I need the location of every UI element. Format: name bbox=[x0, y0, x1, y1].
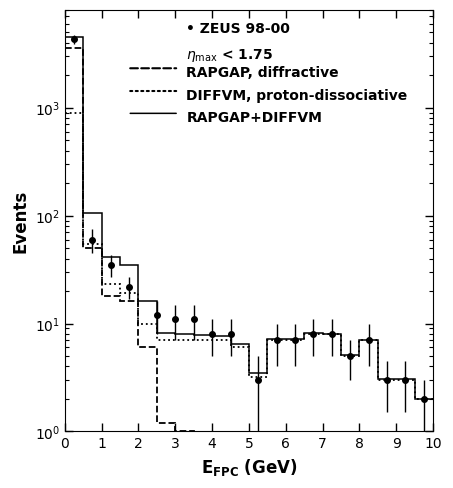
Text: RAPGAP+DIFFVM: RAPGAP+DIFFVM bbox=[186, 111, 322, 125]
Text: RAPGAP, diffractive: RAPGAP, diffractive bbox=[186, 66, 339, 80]
X-axis label: E$_{\mathregular{FPC}}$ (GeV): E$_{\mathregular{FPC}}$ (GeV) bbox=[201, 456, 297, 477]
Text: $\eta_{\rm max}$ < 1.75: $\eta_{\rm max}$ < 1.75 bbox=[186, 47, 273, 64]
Text: • ZEUS 98-00: • ZEUS 98-00 bbox=[186, 21, 290, 36]
Y-axis label: Events: Events bbox=[11, 190, 29, 253]
Text: DIFFVM, proton-dissociative: DIFFVM, proton-dissociative bbox=[186, 89, 408, 103]
